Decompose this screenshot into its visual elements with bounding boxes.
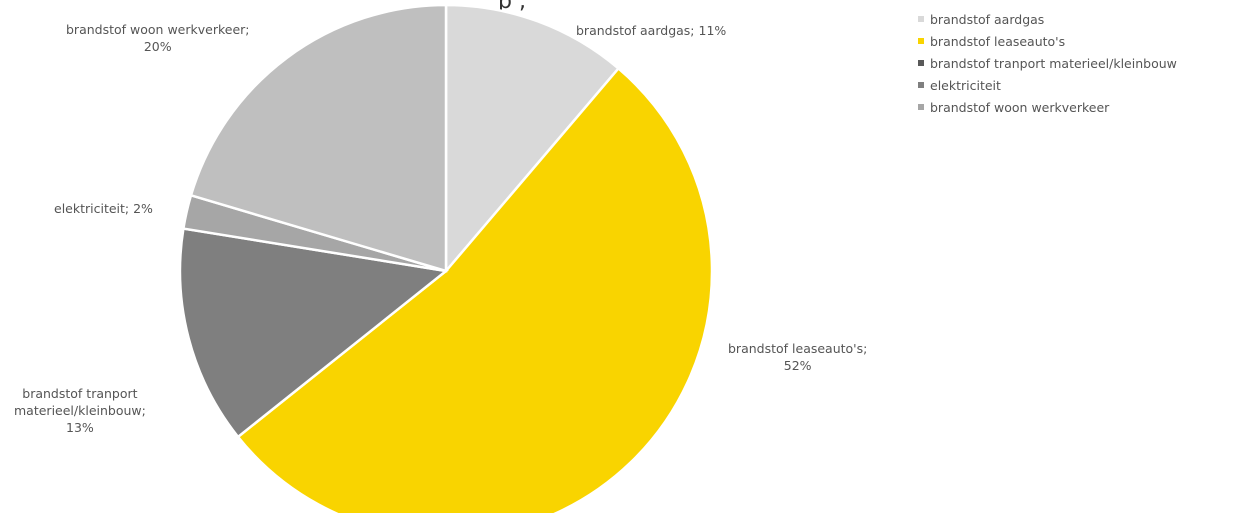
data-label-aardgas: brandstof aardgas; 11% [576,22,726,39]
pie-slice-woonwerk [189,3,448,273]
legend-label-leaseautos: brandstof leaseauto's [930,33,1066,49]
legend-swatch-tranport [918,60,924,66]
legend-label-elektriciteit: elektriciteit [930,77,1001,93]
data-label-woonwerk-line-1: brandstof woon werkverkeer; [66,22,250,37]
legend-item-elektriciteit: elektriciteit [918,74,1177,96]
pie-slice-aardgas [444,3,621,275]
legend-label-aardgas: brandstof aardgas [930,11,1045,27]
chart-legend: brandstof aardgas brandstof leaseauto's … [918,8,1177,118]
data-label-tranport-line-1: brandstof tranport [22,386,138,401]
data-label-aardgas-line: brandstof aardgas; 11% [576,23,727,38]
data-label-woonwerk-line-2: 20% [143,39,172,54]
data-label-tranport-line-2: materieel/kleinbouw; [14,403,146,418]
legend-item-tranport: brandstof tranport materieel/kleinbouw [918,52,1177,74]
data-label-leaseautos-line-1: brandstof leaseauto's; [728,341,868,356]
data-label-tranport: brandstof tranport materieel/kleinbouw; … [14,385,146,436]
legend-swatch-leaseautos [918,38,924,44]
legend-item-aardgas: brandstof aardgas [918,8,1177,30]
legend-item-leaseautos: brandstof leaseauto's [918,30,1177,52]
data-label-tranport-line-3: 13% [66,420,94,435]
data-label-woonwerk: brandstof woon werkverkeer; 20% [66,21,249,55]
pie-slice-leaseautos [236,66,714,513]
legend-label-woonwerk: brandstof woon werkverkeer [930,99,1110,115]
legend-swatch-elektriciteit [918,82,924,88]
data-label-leaseautos-line-2: 52% [783,358,812,373]
legend-item-woonwerk: brandstof woon werkverkeer [918,96,1177,118]
data-label-leaseautos: brandstof leaseauto's; 52% [728,340,867,374]
pie-slice-tranport [178,227,449,439]
legend-swatch-aardgas [918,16,924,22]
data-label-elektriciteit: elektriciteit; 2% [54,200,153,217]
data-label-elektriciteit-line: elektriciteit; 2% [54,201,153,216]
legend-swatch-woonwerk [918,104,924,110]
legend-label-tranport: brandstof tranport materieel/kleinbouw [930,55,1177,71]
